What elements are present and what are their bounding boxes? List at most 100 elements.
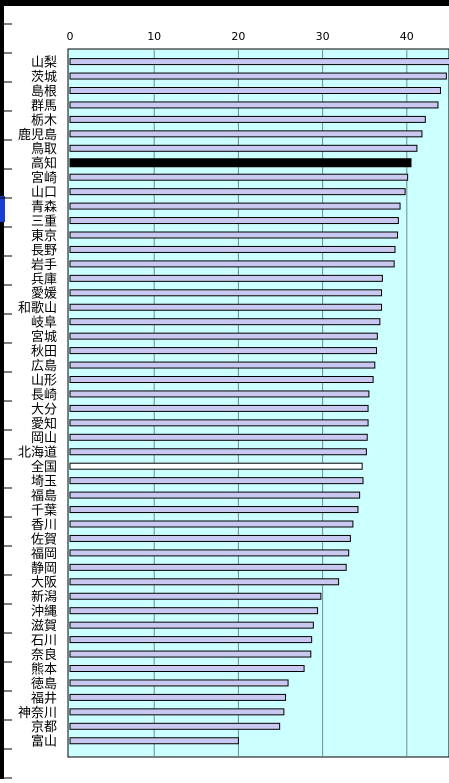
category-label: 宮城: [31, 329, 57, 345]
bar: [69, 433, 368, 441]
category-label: 奈良: [31, 647, 57, 663]
category-label: 山口: [31, 186, 57, 201]
bar: [69, 72, 447, 80]
category-label: 北海道: [18, 446, 57, 461]
bar: [69, 679, 289, 687]
bar-highlight: [69, 158, 412, 168]
bar: [69, 188, 406, 196]
bar: [69, 332, 378, 340]
bar: [69, 404, 369, 412]
category-label: 滋賀: [31, 619, 57, 634]
category-label: 福岡: [31, 547, 57, 562]
category-label: 石川: [31, 634, 57, 649]
bar: [69, 101, 439, 109]
bar: [69, 520, 354, 528]
bar: [69, 202, 401, 210]
category-label: 愛媛: [31, 287, 57, 302]
category-label: 東京: [31, 228, 57, 244]
bar: [69, 549, 350, 557]
category-label: 鳥取: [31, 142, 57, 157]
x-tick-label: 20: [231, 30, 245, 43]
x-tick-label: 10: [147, 30, 161, 43]
bar: [69, 274, 383, 282]
top-border: [0, 0, 449, 6]
bar: [69, 87, 441, 94]
category-label: 岡山: [31, 431, 57, 446]
bar: [69, 592, 322, 600]
bar: [69, 289, 383, 297]
bar: [69, 477, 364, 485]
bar: [69, 621, 314, 629]
category-label: 秋田: [31, 345, 57, 360]
category-label: 茨城: [31, 70, 57, 85]
bar: [69, 217, 399, 225]
category-label: 大阪: [31, 576, 57, 591]
bar: [69, 563, 347, 571]
x-tick-label: 40: [400, 30, 414, 43]
bar: [69, 650, 312, 658]
category-label: 栃木: [31, 113, 57, 128]
bar-series: [69, 58, 449, 745]
bar: [69, 361, 376, 369]
category-label: 静岡: [31, 561, 57, 576]
bar: [69, 636, 313, 644]
category-label: 神奈川: [18, 706, 57, 721]
bar: [69, 665, 305, 672]
bar-national: [69, 462, 363, 470]
bar: [69, 376, 374, 383]
bar: [69, 722, 281, 730]
bar: [69, 318, 381, 326]
x-tick-label: 0: [67, 30, 74, 43]
bar: [69, 347, 377, 355]
bar: [69, 578, 340, 586]
category-label: 岐阜: [31, 315, 57, 331]
bar: [69, 245, 396, 253]
category-label: 徳島: [31, 677, 57, 692]
bar: [69, 491, 361, 499]
category-label: 沖縄: [31, 605, 57, 620]
bar: [69, 607, 319, 615]
category-label: 兵庫: [31, 272, 57, 287]
category-label: 富山: [31, 734, 57, 750]
bar: [69, 693, 287, 701]
category-label: 和歌山: [18, 301, 57, 316]
category-label: 鹿児島: [18, 127, 57, 143]
bar: [69, 534, 351, 542]
bar: [69, 390, 370, 398]
bar: [69, 173, 409, 181]
category-label: 長崎: [31, 388, 57, 403]
category-label: 山形: [31, 373, 57, 388]
category-label: 山梨: [31, 56, 57, 71]
bar: [69, 130, 423, 138]
category-label: 宮崎: [31, 170, 57, 186]
category-label: 三重: [31, 213, 57, 229]
category-label: 愛知: [31, 416, 57, 432]
category-label: 全国: [31, 459, 57, 475]
category-label: 香川: [31, 518, 57, 533]
bar: [69, 260, 395, 268]
bar: [69, 231, 399, 239]
category-label: 島根: [31, 84, 57, 99]
category-label: 埼玉: [31, 475, 57, 490]
category-label: 熊本: [31, 661, 57, 677]
selection-marker: [0, 196, 5, 222]
category-label: 群馬: [31, 99, 57, 114]
value-axis-labels: 0 10 20 30 40: [67, 30, 414, 43]
sheet-gridlines: [0, 23, 12, 779]
category-label: 大分: [31, 402, 57, 417]
bar: [69, 144, 418, 152]
category-label: 青森: [31, 200, 57, 215]
bar: [69, 419, 369, 427]
bar: [69, 506, 359, 514]
category-label: 広島: [31, 359, 57, 374]
category-label: 高知: [31, 156, 57, 172]
category-label: 佐賀: [31, 532, 57, 547]
left-border: [0, 0, 4, 779]
category-label: 福島: [31, 489, 57, 504]
bar: [69, 58, 449, 66]
category-label: 新潟: [31, 589, 57, 605]
bar: [69, 708, 285, 716]
category-label: 福井: [31, 691, 57, 706]
